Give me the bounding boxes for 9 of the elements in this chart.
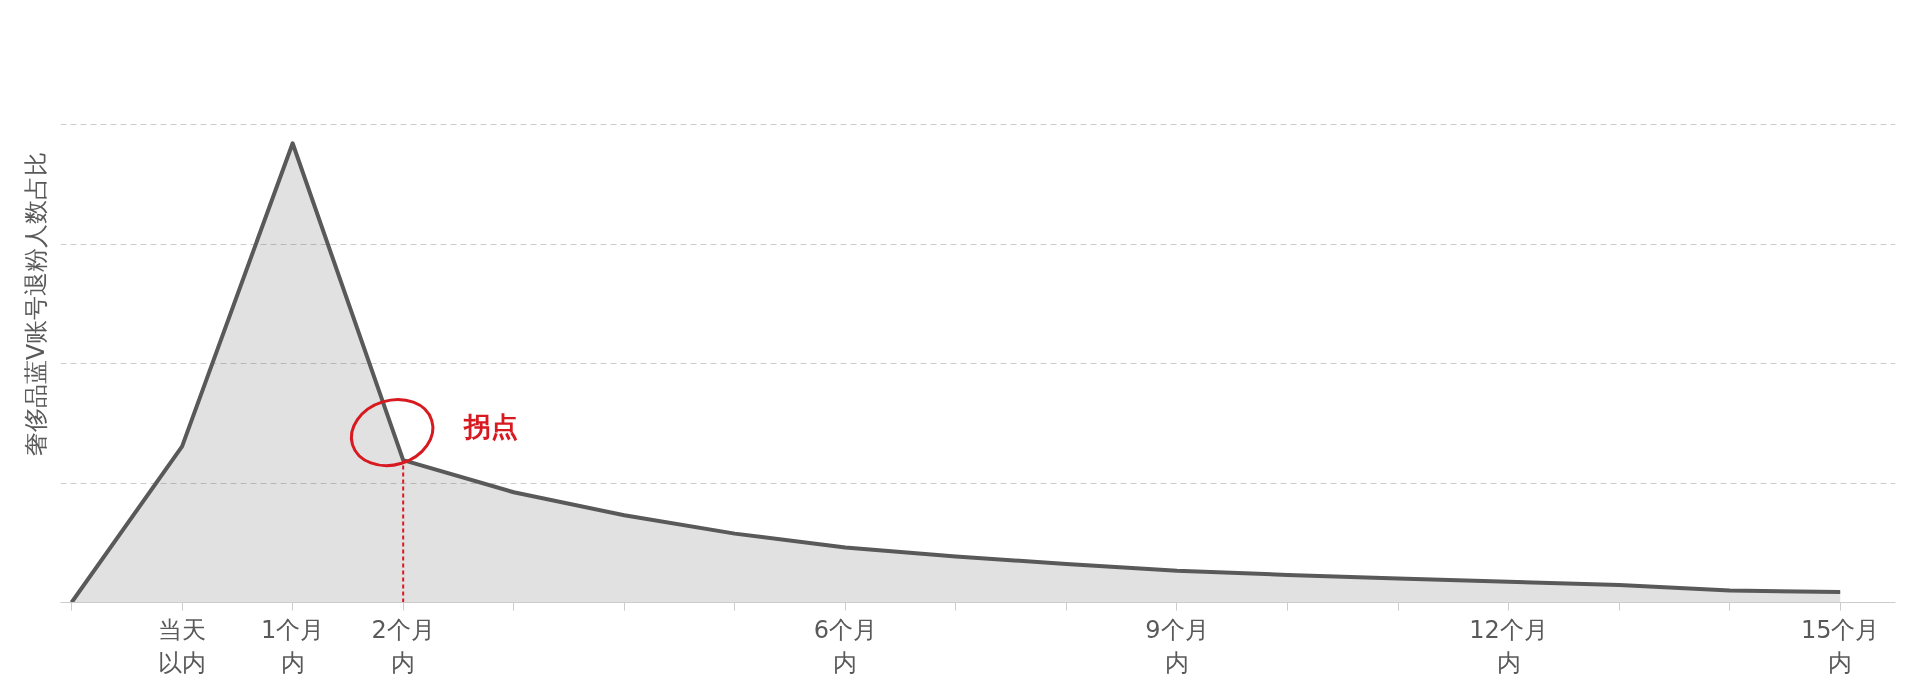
x-tick-label: 6个月内	[813, 615, 877, 678]
x-tick-label: 当天以内	[158, 615, 207, 678]
x-tick-label: 2个月内	[371, 615, 435, 678]
x-tick-label: 9个月内	[1145, 615, 1209, 678]
x-tick-label: 15个月内	[1800, 615, 1880, 678]
x-tick-label: 1个月内	[261, 615, 325, 678]
annotation: 拐点	[462, 410, 518, 442]
x-tick-label: 12个月内	[1469, 615, 1548, 678]
y-axis-title: 奢侈品蓝V账号退粉人数占比	[21, 151, 50, 457]
